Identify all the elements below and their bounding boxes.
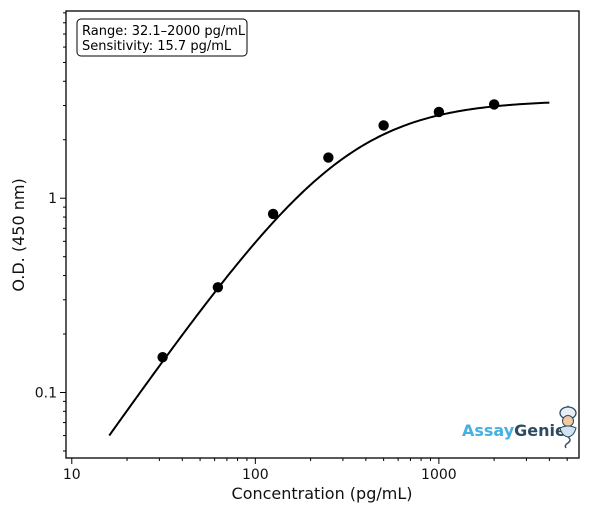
data-point — [157, 351, 168, 363]
x-tick-label: 1000 — [421, 467, 457, 483]
info-box: Range: 32.1–2000 pg/mL Sensitivity: 15.7… — [76, 18, 248, 57]
plot-frame — [65, 10, 580, 459]
assaygenie-logo: AssayGenie — [462, 405, 577, 449]
logo-wordmark: AssayGenie — [462, 421, 566, 440]
x-tick-label: 100 — [242, 467, 269, 483]
range-text: Range: 32.1–2000 pg/mL — [82, 24, 246, 39]
sensitivity-text: Sensitivity: 15.7 pg/mL — [82, 39, 232, 54]
logo-wordmark-part1: Assay — [462, 421, 515, 440]
data-point — [212, 282, 224, 293]
genie-mascot-icon — [559, 405, 577, 449]
y-tick-label: 1 — [48, 191, 57, 207]
data-point — [433, 106, 445, 118]
y-axis-title: O.D. (450 nm) — [9, 178, 28, 291]
x-axis-title: Concentration (pg/mL) — [232, 484, 413, 503]
y-tick-label: 0.1 — [35, 385, 57, 401]
x-axis-ticks: 10 100 1000 — [63, 458, 568, 483]
data-points — [157, 99, 500, 363]
y-axis-ticks: 0.11 — [35, 12, 66, 452]
data-point — [488, 99, 500, 110]
x-tick-label: 10 — [63, 467, 81, 483]
data-point — [378, 120, 389, 131]
data-point — [323, 152, 334, 163]
info-box-frame — [76, 18, 248, 57]
logo-wordmark-part2: Genie — [514, 421, 566, 440]
fit-curve-line — [108, 101, 550, 437]
data-point — [267, 208, 279, 220]
